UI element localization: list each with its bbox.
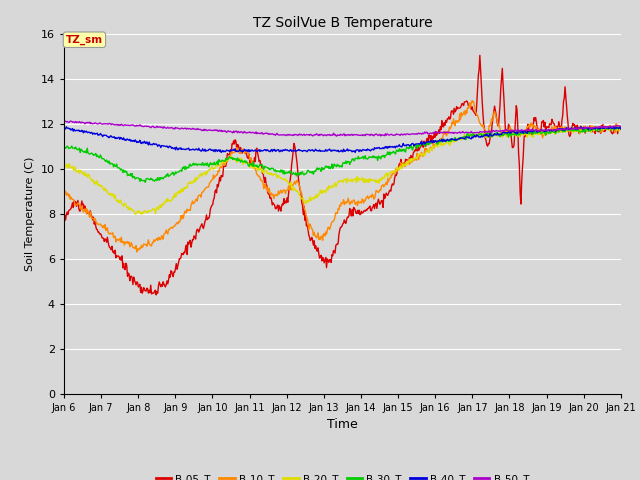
B-05_T [70, 198, 78, 204]
B-40_T [610, 124, 618, 130]
B-05_T [617, 126, 625, 132]
B-20_T [617, 125, 625, 131]
B-10_T [185, 207, 193, 213]
B-40_T [411, 142, 419, 147]
B-30_T [127, 173, 135, 179]
B-10_T [127, 240, 135, 245]
B-30_T [214, 162, 222, 168]
B-10_T [428, 145, 435, 151]
B-50_T [67, 118, 75, 124]
B-40_T [617, 126, 625, 132]
B-05_T [152, 292, 160, 298]
Line: B-30_T: B-30_T [64, 127, 621, 182]
B-30_T [141, 180, 149, 185]
Y-axis label: Soil Temperature (C): Soil Temperature (C) [26, 156, 35, 271]
B-20_T [611, 123, 618, 129]
B-50_T [428, 131, 436, 136]
B-30_T [70, 145, 78, 151]
Legend: B-05_T, B-10_T, B-20_T, B-30_T, B-40_T, B-50_T: B-05_T, B-10_T, B-20_T, B-30_T, B-40_T, … [152, 470, 533, 480]
B-50_T [617, 123, 625, 129]
X-axis label: Time: Time [327, 418, 358, 431]
Text: TZ_sm: TZ_sm [66, 35, 103, 45]
B-50_T [412, 132, 419, 137]
B-10_T [617, 125, 625, 131]
B-10_T [60, 191, 68, 196]
B-10_T [214, 168, 222, 174]
B-10_T [468, 97, 476, 103]
B-40_T [70, 126, 78, 132]
Line: B-10_T: B-10_T [64, 100, 621, 252]
Title: TZ SoilVue B Temperature: TZ SoilVue B Temperature [253, 16, 432, 30]
Line: B-40_T: B-40_T [64, 127, 621, 153]
B-20_T [60, 161, 68, 167]
B-10_T [411, 156, 419, 162]
B-50_T [128, 122, 136, 128]
B-50_T [60, 119, 68, 125]
B-05_T [411, 147, 419, 153]
B-20_T [131, 211, 139, 217]
B-50_T [214, 128, 222, 134]
B-05_T [428, 133, 435, 139]
B-50_T [333, 133, 340, 139]
B-20_T [214, 161, 222, 167]
B-05_T [60, 212, 68, 217]
B-40_T [60, 125, 68, 131]
B-20_T [70, 168, 78, 173]
Line: B-05_T: B-05_T [64, 55, 621, 295]
B-05_T [185, 241, 193, 247]
Line: B-50_T: B-50_T [64, 121, 621, 136]
B-10_T [70, 198, 78, 204]
B-50_T [185, 126, 193, 132]
B-10_T [133, 249, 141, 255]
B-40_T [214, 149, 221, 155]
B-20_T [127, 206, 135, 212]
B-40_T [218, 150, 225, 156]
B-40_T [184, 146, 192, 152]
B-20_T [411, 156, 419, 162]
B-30_T [428, 139, 435, 144]
B-20_T [428, 145, 435, 151]
B-50_T [71, 120, 79, 125]
B-05_T [127, 273, 135, 279]
B-30_T [617, 124, 625, 130]
B-30_T [411, 142, 419, 147]
B-40_T [127, 137, 135, 143]
B-40_T [428, 138, 435, 144]
B-05_T [476, 52, 484, 58]
B-30_T [606, 124, 614, 130]
B-05_T [214, 184, 222, 190]
B-20_T [185, 180, 193, 186]
B-30_T [185, 165, 193, 171]
Line: B-20_T: B-20_T [64, 126, 621, 214]
B-30_T [60, 142, 68, 148]
